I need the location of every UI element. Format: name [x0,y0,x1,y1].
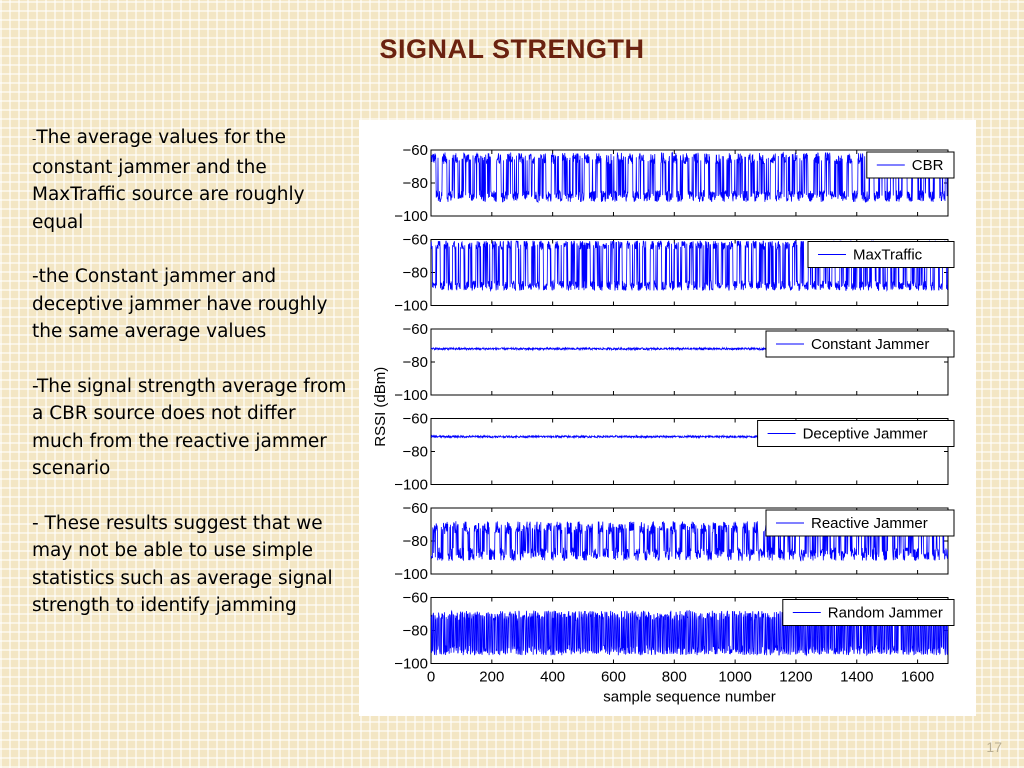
series-line-random-jammer [430,609,949,657]
rssi-figure: −60 −80 −100 CBR −60 −80 −100 MaxTraffic −60 −80 −… [359,120,976,716]
y-tick-label: −100 [394,477,428,494]
bullet-item-1: -The average values for the constant jam… [32,124,350,236]
page-number: 17 [986,739,1002,755]
x-tick-label: 1600 [901,669,934,686]
y-tick-label: −60 [403,590,428,607]
y-tick-label: −100 [394,208,428,225]
y-tick-label: −60 [403,500,428,517]
y-tick-label: −80 [403,175,428,192]
bullet-list: -The average values for the constant jam… [32,124,350,647]
bullet-text-1: The average values for the constant jamm… [32,127,305,233]
bullet-dash: - [32,132,37,146]
bullet-text-3: -The signal strength average from a CBR … [32,375,347,480]
bullet-text-4: - These results suggest that we may not … [32,512,333,617]
y-tick-label: −60 [403,232,428,249]
x-tick-label: 1000 [718,669,751,686]
y-tick-label: −100 [394,298,428,315]
y-tick-label: −60 [403,321,428,338]
x-tick-label: 200 [479,669,504,686]
y-tick-label: −100 [394,566,428,583]
x-tick-label: 800 [662,669,687,686]
series-line-reactive-jammer [430,521,949,562]
y-axis-label: RSSI (dBm) [372,367,389,447]
legend-label-reactive-jammer: Reactive Jammer [811,515,928,532]
rssi-chart: −60 −80 −100 CBR −60 −80 −100 MaxTraffic −60 −80 −… [372,142,955,706]
x-tick-label: 1200 [779,669,812,686]
x-tick-label: 0 [427,669,435,686]
bullet-item-3: -The signal strength average from a CBR … [32,373,350,483]
legend-label-random-jammer: Random Jammer [828,605,943,622]
y-tick-label: −100 [394,387,428,404]
series-line-maxtraffic [430,239,949,293]
series-line-cbr [430,151,949,204]
x-tick-label: 1400 [840,669,873,686]
y-tick-label: −60 [403,411,428,428]
legend-label-deceptive-jammer: Deceptive Jammer [803,426,928,443]
y-tick-label: −80 [403,354,428,371]
y-tick-label: −100 [394,656,428,673]
legend-label-cbr: CBR [912,157,944,174]
y-tick-label: −80 [403,533,428,550]
x-axis-label: sample sequence number [603,689,776,706]
legend-label-constant-jammer: Constant Jammer [811,336,929,353]
y-tick-label: −80 [403,265,428,282]
legend-label-maxtraffic: MaxTraffic [853,247,923,264]
x-tick-label: 600 [601,669,626,686]
bullet-item-2: -the Constant jammer and deceptive jamme… [32,263,350,346]
y-tick-label: −60 [403,142,428,159]
y-tick-label: −80 [403,623,428,640]
x-tick-label: 400 [540,669,565,686]
y-tick-label: −80 [403,444,428,461]
bullet-text-2: -the Constant jammer and deceptive jamme… [32,266,328,342]
slide-title: SIGNAL STRENGTH [379,34,645,64]
bullet-item-4: - These results suggest that we may not … [32,510,350,620]
